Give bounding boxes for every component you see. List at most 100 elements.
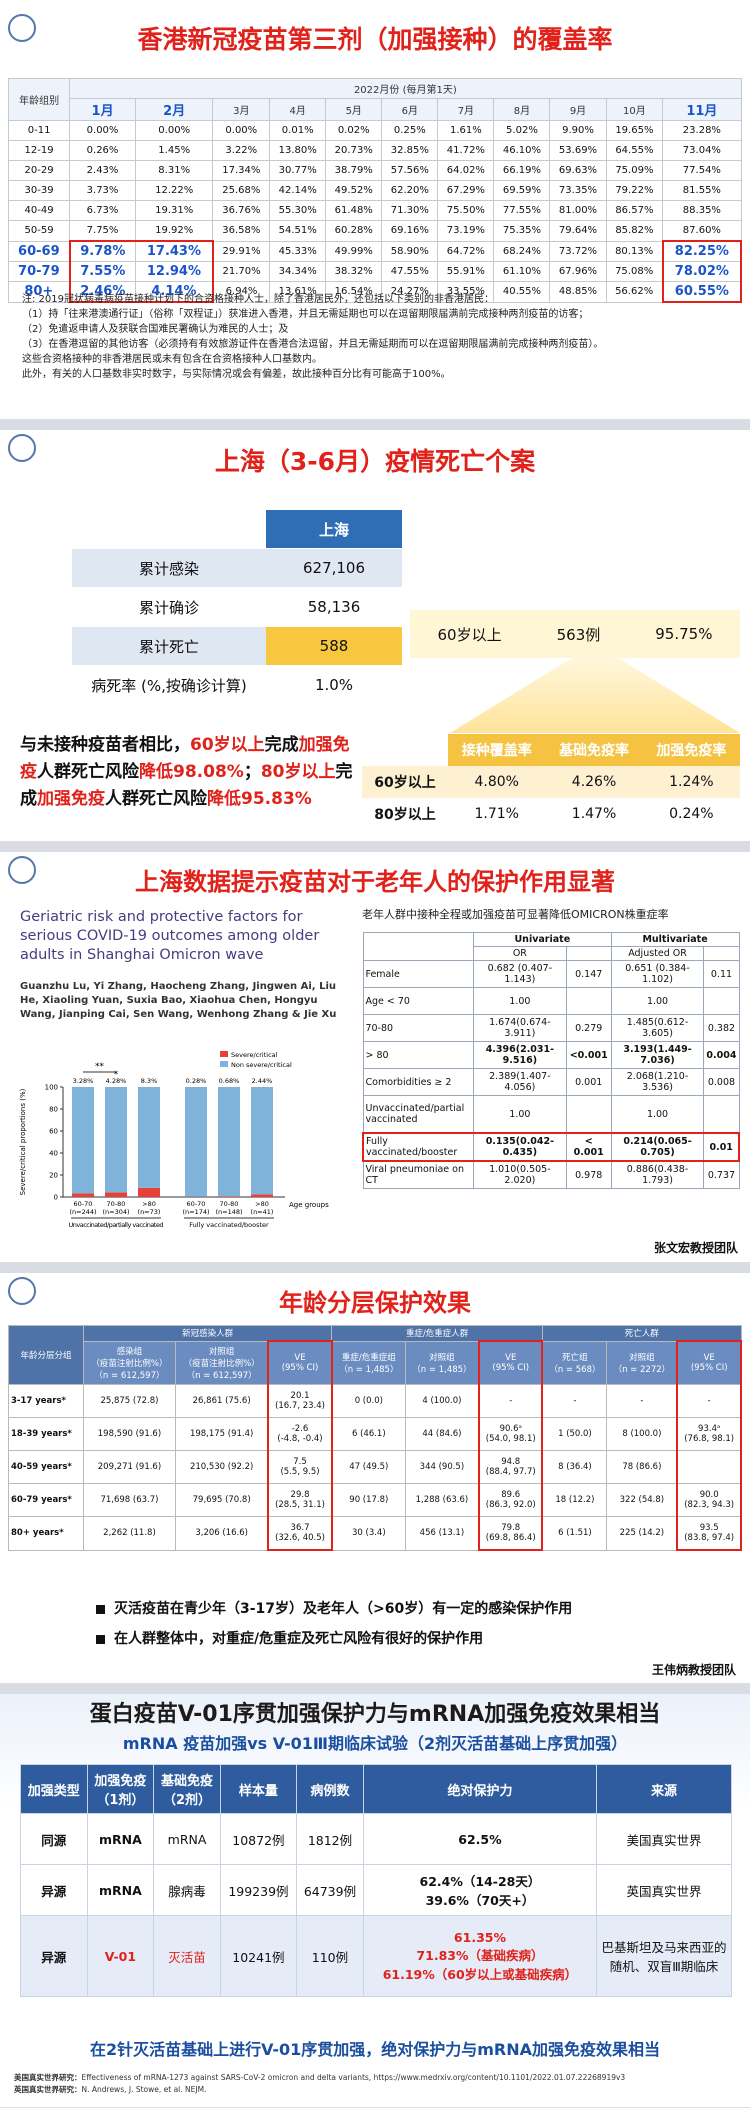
table-row: 同源 mRNA mRNA 10872例 1812例 62.5% 美国真实世界: [20, 1813, 732, 1865]
cell: 23.28%: [662, 120, 742, 141]
month-header: 6月: [381, 98, 439, 121]
cell: 67.96%: [549, 261, 607, 282]
cell: <0.001: [565, 1041, 612, 1069]
cell: 61.35% 71.83%（基础疾病） 61.19%（60岁以上或基础疾病）: [362, 1915, 598, 1997]
row-header: 18-39 years*: [8, 1417, 84, 1451]
reference: 美国真实世界研究：Effectiveness of mRNA-1273 agai…: [14, 2072, 734, 2083]
cell: 64.02%: [437, 160, 495, 181]
cell: 0.147: [565, 960, 612, 988]
column-header: 病例数: [296, 1764, 364, 1814]
column-header: 对照组 （疫苗注射比例%） （n = 612,597）: [175, 1340, 269, 1385]
cell: 67.29%: [437, 180, 495, 201]
cell: -: [676, 1384, 742, 1418]
logo: [8, 856, 36, 884]
column-header: Adjusted OR: [610, 946, 705, 961]
bullet-square: [96, 1605, 105, 1614]
reference-label: 英国真实世界研究：: [14, 2085, 82, 2094]
bar-segment: [138, 1187, 160, 1197]
y-tick-label: 80: [49, 1106, 58, 1114]
note: （3）在香港逗留的其他访客（必须持有有效旅游证件在香港合法逗留，并且无需延期而可…: [22, 339, 604, 350]
cell: 1.00: [473, 987, 567, 1015]
row-header: 60岁以上: [362, 766, 449, 798]
cell: 75.08%: [605, 261, 664, 282]
cell: [565, 987, 612, 1015]
table-row: 70-80 1.674(0.674-3.911) 0.279 1.485(0.612-…: [362, 1014, 740, 1042]
month-header: 2月: [134, 98, 214, 121]
cell: 1 (50.0): [541, 1417, 608, 1451]
row-header: 70-79: [7, 261, 71, 282]
cell: 4.80%: [448, 766, 546, 798]
reference-text: Effectiveness of mRNA-1273 against SARS-…: [81, 2073, 626, 2082]
month-header: 11月: [662, 98, 742, 121]
cell: 4.26%: [545, 766, 643, 798]
cell: 49.52%: [325, 180, 383, 201]
player-bar: [0, 1263, 750, 1273]
column-header: VE (95% CI): [267, 1340, 333, 1385]
cell: 61.48%: [325, 200, 383, 221]
row-header: Age < 70: [362, 987, 474, 1015]
summary-text: 降低98.08%: [139, 762, 244, 782]
cell: 69.59%: [493, 180, 551, 201]
cell: 93.4ᵃ (76.8, 98.1): [676, 1417, 742, 1451]
cell: 1.0%: [266, 665, 402, 705]
cell: 81.00%: [549, 200, 607, 221]
cell: 77.54%: [662, 160, 742, 181]
cell: 62.5%: [362, 1813, 598, 1865]
risk-table: Univariate Multivariate OR Adjusted OR Femal…: [362, 932, 741, 1189]
cell: 8.31%: [134, 160, 214, 181]
header-row: 年龄组别 2022月份 (每月第1天): [7, 78, 742, 121]
cell: 88.35%: [662, 200, 742, 221]
row-header: 80+ years*: [8, 1516, 84, 1551]
summary-text: 加强免疫: [37, 789, 105, 809]
cell: 64739例: [296, 1864, 364, 1916]
cell: 3.73%: [69, 180, 136, 201]
cell: 90 (17.8): [331, 1483, 406, 1517]
value-label: 3.28%: [73, 1077, 94, 1085]
table-row: 70-79 7.55% 12.94% 21.70% 34.34% 38.32% 47.55%…: [7, 261, 743, 282]
cell: 1.00: [610, 987, 705, 1015]
group-header: 死亡人群: [541, 1325, 742, 1342]
cell: 英国真实世界: [596, 1864, 732, 1916]
cell: 68.24%: [493, 240, 551, 262]
cell: 19.31%: [134, 200, 214, 221]
cell: 2.389(1.407-4.056): [473, 1068, 567, 1096]
cell: 12.22%: [134, 180, 214, 201]
cell: 19.65%: [605, 120, 664, 141]
row-header: 60-79 years*: [8, 1483, 84, 1517]
row-header: 20-29: [7, 160, 71, 181]
cell: 69.63%: [549, 160, 607, 181]
cell: 4.396(2.031-9.516): [473, 1041, 567, 1069]
group-header: 重症/危重症人群: [331, 1325, 543, 1342]
column-header: 加强类型: [20, 1764, 88, 1814]
group-label: Unvaccinated/partially vaccinated: [69, 1221, 164, 1229]
header-row: 接种覆盖率 基础免疫率 加强免疫率: [362, 734, 740, 766]
table-row: 80岁以上 1.71% 1.47% 0.24%: [362, 798, 740, 830]
row-header: 40-59 years*: [8, 1450, 84, 1484]
column-header: 对照组 （n = 2272）: [606, 1340, 678, 1385]
row-header: 70-80: [362, 1014, 474, 1042]
group-header: Univariate: [473, 932, 612, 947]
row-header: Fully vaccinated/booster: [362, 1132, 474, 1162]
cell: 3,206 (16.6): [175, 1516, 269, 1551]
blank-header: [72, 510, 266, 549]
cell: 94.8 (88.4, 97.7): [477, 1450, 544, 1484]
header-row: 上海: [72, 510, 402, 549]
cell: 73.04%: [662, 140, 742, 161]
bar-segment: [138, 1087, 160, 1188]
cell: 19.92%: [134, 220, 214, 242]
column-header: VE (95% CI): [477, 1340, 544, 1385]
cell: 0.01%: [269, 120, 327, 141]
bullet-square: [96, 1635, 105, 1644]
cell: 87.60%: [662, 220, 742, 242]
cell: 36.7 (32.6, 40.5): [267, 1516, 333, 1551]
y-tick-label: 20: [49, 1172, 58, 1180]
cell: V-01: [86, 1915, 155, 1997]
paper-authors: Guanzhu Lu, Yi Zhang, Haocheng Zhang, Ji…: [20, 981, 337, 1020]
row-header: 50-59: [7, 220, 71, 242]
slide-subtitle: mRNA 疫苗加强vs V-01Ⅲ期临床试验（2剂灭活苗基础上序贯加强）: [122, 1734, 628, 1753]
cell: 1.00: [610, 1095, 705, 1134]
cell: 1.674(0.674-3.911): [473, 1014, 567, 1042]
cell: 344 (90.5): [404, 1450, 480, 1484]
cell: 巴基斯坦及马来西亚的随机、双盲Ⅲ期临床: [596, 1915, 732, 1997]
blank-header: [703, 946, 740, 961]
